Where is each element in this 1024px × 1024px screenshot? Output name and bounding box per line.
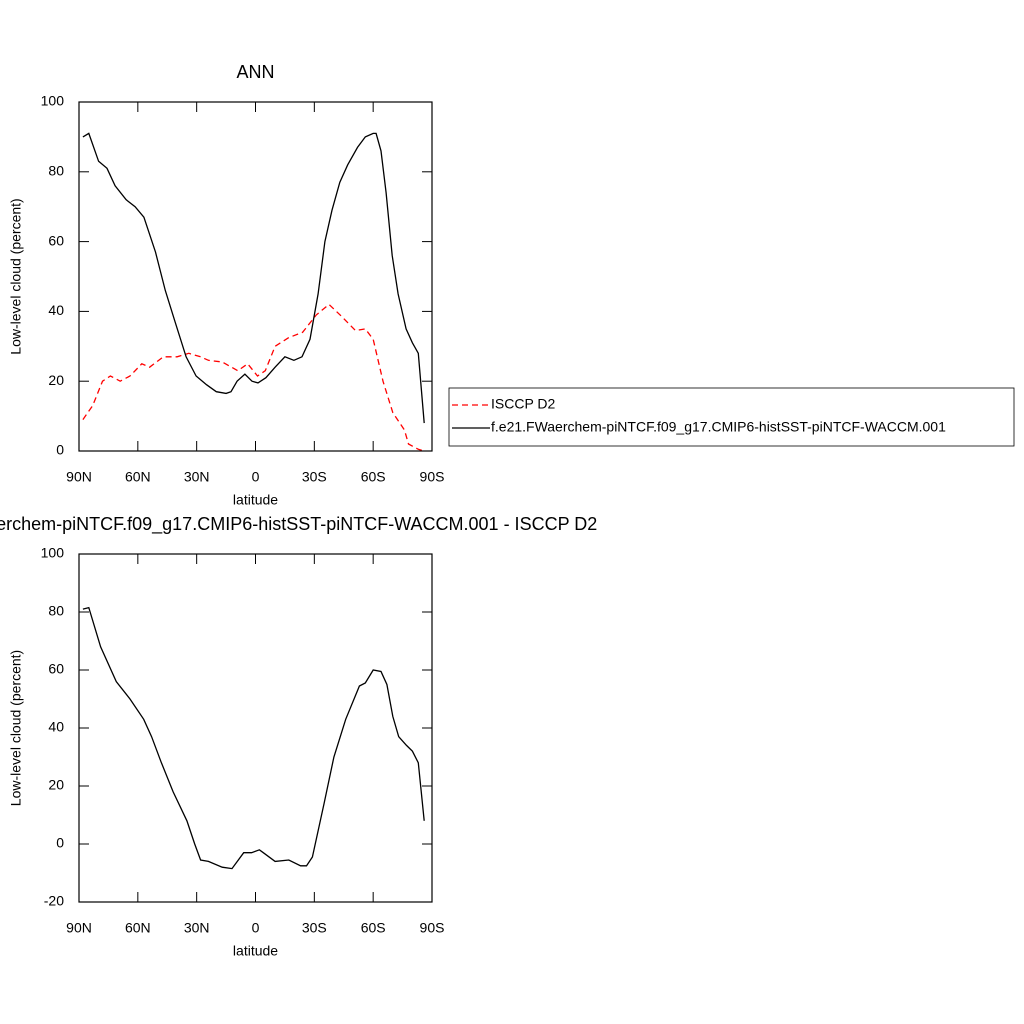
x-tick-label: 30S [302, 469, 327, 485]
x-axis-label: latitude [233, 492, 278, 508]
plot-frame [78, 101, 433, 452]
x-tick-label: 90N [66, 920, 92, 936]
y-tick-label: 0 [56, 835, 64, 851]
legend-label: ISCCP D2 [491, 396, 556, 412]
x-tick-label: 90S [420, 469, 445, 485]
x-tick-label: 60S [361, 469, 386, 485]
x-tick-label: 60N [125, 920, 151, 936]
x-tick-label: 30N [184, 469, 210, 485]
y-tick-label: 20 [48, 777, 64, 793]
y-tick-label: 60 [48, 232, 64, 248]
plot-frame [78, 553, 433, 903]
x-tick-label: 60S [361, 920, 386, 936]
x-tick-label: 90N [66, 469, 92, 485]
y-tick-label: 80 [48, 603, 64, 619]
y-tick-label: -20 [44, 893, 64, 909]
chart-title: ANN [236, 62, 274, 82]
x-tick-label: 60N [125, 469, 151, 485]
x-axis-label: latitude [233, 943, 278, 959]
x-tick-label: 30N [184, 920, 210, 936]
y-tick-label: 100 [41, 93, 65, 109]
y-axis-label: Low-level cloud (percent) [8, 198, 24, 354]
y-tick-label: 0 [56, 442, 64, 458]
y-tick-label: 20 [48, 372, 64, 388]
y-tick-label: 40 [48, 719, 64, 735]
x-tick-label: 0 [252, 469, 260, 485]
x-tick-label: 30S [302, 920, 327, 936]
y-tick-label: 60 [48, 661, 64, 677]
y-axis-label: Low-level cloud (percent) [8, 650, 24, 806]
legend-box [448, 387, 1015, 447]
data-line [82, 606, 425, 870]
y-tick-label: 80 [48, 163, 64, 179]
y-tick-label: 40 [48, 302, 64, 318]
y-tick-label: 100 [41, 545, 65, 561]
legend-label: f.e21.FWaerchem-piNTCF.f09_g17.CMIP6-his… [491, 419, 946, 435]
chart-title: f.e21.FWaerchem-piNTCF.f09_g17.CMIP6-his… [0, 514, 597, 535]
x-tick-label: 90S [420, 920, 445, 936]
data-line [82, 303, 425, 452]
x-tick-label: 0 [252, 920, 260, 936]
data-line [82, 132, 425, 424]
